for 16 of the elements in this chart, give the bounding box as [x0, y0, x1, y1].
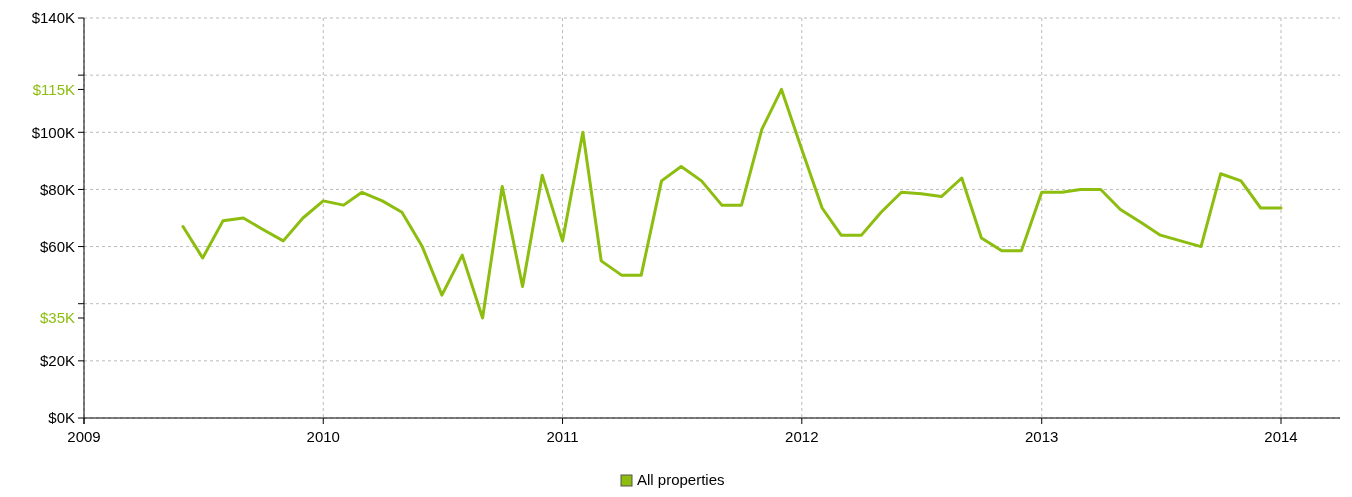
legend-label: All properties: [637, 471, 725, 488]
x-tick-label: 2010: [306, 428, 340, 445]
text: $115K: [32, 80, 75, 98]
y-tick-label: $80K: [39, 180, 75, 198]
y-tick-label: $100K: [31, 123, 75, 141]
y-tick-label: $20K: [39, 352, 75, 370]
y-tick-label: $0K: [48, 409, 75, 427]
y-tick-label: $140K: [31, 9, 75, 27]
x-tick-label: 2013: [1025, 428, 1059, 445]
line-series: [181, 87, 1283, 320]
x-tick-label: 2012: [785, 428, 819, 445]
x-tick-label: 2011: [546, 428, 579, 445]
text: $35K: [39, 309, 75, 327]
y-tick-label: $60K: [39, 237, 75, 255]
x-tick-label: 2014: [1264, 428, 1298, 445]
x-tick-label: 2009: [67, 428, 101, 445]
